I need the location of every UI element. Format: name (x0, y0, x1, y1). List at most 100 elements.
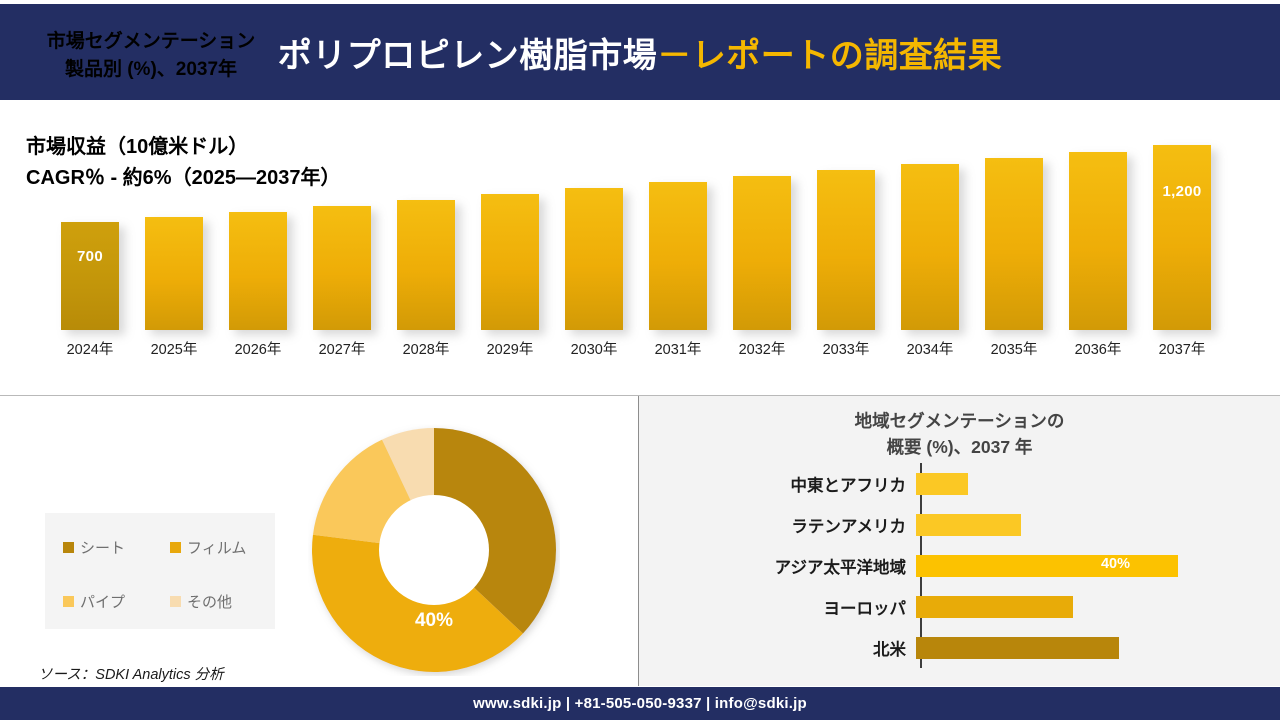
revenue-x-tick: 2024年 (66, 342, 114, 358)
revenue-x-tick: 2029年 (486, 342, 534, 358)
legend-item-label: パイプ (80, 594, 126, 611)
revenue-bar (229, 212, 287, 330)
page-footer: www.sdki.jp | +81-505-050-9337 | info@sd… (0, 687, 1280, 720)
legend-swatch-icon (170, 596, 181, 607)
revenue-bars-area: 700 1,200 (48, 130, 1238, 330)
region-plot: 中東とアフリカ ラテンアメリカアジア太平洋地域 40% ヨーロッパ北米 (642, 463, 1242, 668)
region-label: ヨーロッパ (823, 599, 907, 618)
revenue-bar-value-label: 700 (77, 248, 103, 265)
revenue-bar-value-label: 1,200 (1162, 183, 1202, 200)
legend-item: パイプ (63, 591, 125, 612)
page-header: ポリプロピレン樹脂市場－レポートの調査結果 (0, 4, 1280, 100)
revenue-bar (313, 206, 371, 330)
revenue-bar (145, 217, 203, 330)
revenue-bar (397, 200, 455, 330)
revenue-x-tick: 2032年 (738, 342, 786, 358)
revenue-bar-slot (468, 130, 552, 330)
legend-swatch-icon (63, 542, 74, 553)
legend-item: フィルム (170, 537, 246, 558)
legend-swatch-icon (170, 542, 181, 553)
region-row: 中東とアフリカ (642, 463, 1242, 504)
donut-slice (434, 428, 556, 634)
revenue-bar (1069, 152, 1127, 330)
revenue-bar (817, 170, 875, 330)
segmentation-title-line-2: 製品別 (%)、2037年 (64, 58, 238, 80)
page-title-accent: －レポートの調査結果 (657, 36, 1003, 75)
revenue-x-tick: 2035年 (990, 342, 1038, 358)
donut-hole (379, 495, 489, 605)
revenue-bar-slot: 700 (48, 130, 132, 330)
revenue-bar-slot (1056, 130, 1140, 330)
revenue-caption-line-2: CAGR％ - 約6%（2025―2037年） (26, 167, 341, 189)
segmentation-legend: シート フィルムパイプ その他 (45, 513, 275, 629)
donut-slice (312, 534, 523, 672)
revenue-bar-slot (804, 130, 888, 330)
region-label: アジア太平洋地域 (774, 558, 906, 577)
legend-item-label: その他 (187, 594, 233, 611)
region-bar (916, 636, 1119, 659)
revenue-bar: 1,200 (1153, 145, 1211, 330)
region-bar (916, 472, 968, 495)
revenue-bar: 700 (61, 222, 119, 330)
region-label: 北米 (873, 640, 906, 659)
revenue-bar-slot (300, 130, 384, 330)
legend-item-label: シート (80, 540, 126, 557)
segmentation-donut-chart: 40% (308, 424, 560, 676)
revenue-bar-slot (720, 130, 804, 330)
region-bar: 40% (916, 554, 1178, 577)
page-title-main: ポリプロピレン樹脂市場 (277, 36, 658, 75)
revenue-bar-slot (636, 130, 720, 330)
revenue-x-tick: 2030年 (570, 342, 618, 358)
region-bar (916, 513, 1021, 536)
legend-item-label: フィルム (187, 540, 247, 557)
region-row: 北米 (642, 627, 1242, 668)
revenue-bar (481, 194, 539, 330)
revenue-x-tick: 2036年 (1074, 342, 1122, 358)
revenue-x-tick: 2037年 (1158, 342, 1206, 358)
region-row: ヨーロッパ (642, 586, 1242, 627)
revenue-chart-caption: 市場収益（10億米ドル） CAGR％ - 約6%（2025―2037年） (26, 132, 341, 194)
revenue-x-axis-labels: 2024年 2025年 2026年 2027年 2028年 2029年 2030年 2031年… (48, 338, 1238, 362)
revenue-bar (985, 158, 1043, 330)
segmentation-title: 市場セグメンテーション 製品別 (%)、2037年 (16, 28, 286, 83)
revenue-bar-slot (384, 130, 468, 330)
donut-svg (312, 428, 556, 672)
region-title-line-1: 地域セグメンテーションの (854, 411, 1065, 431)
donut-slice-group (312, 428, 556, 672)
revenue-bar-slot (132, 130, 216, 330)
legend-item: シート (63, 537, 125, 558)
revenue-bar-slot (216, 130, 300, 330)
revenue-x-tick: 2031年 (654, 342, 702, 358)
revenue-bar-slot (888, 130, 972, 330)
region-row: アジア太平洋地域 40% (642, 545, 1242, 586)
revenue-x-tick: 2026年 (234, 342, 282, 358)
revenue-x-tick: 2034年 (906, 342, 954, 358)
revenue-bar (733, 176, 791, 330)
region-bar (916, 595, 1073, 618)
source-note: ソース：SDKI Analytics 分析 (38, 667, 224, 683)
segmentation-title-line-1: 市場セグメンテーション (46, 31, 256, 52)
revenue-caption-line-1: 市場収益（10億米ドル） (26, 136, 249, 158)
region-label: ラテンアメリカ (791, 517, 906, 536)
revenue-bar (901, 164, 959, 330)
legend-swatch-icon (63, 596, 74, 607)
region-row: ラテンアメリカ (642, 504, 1242, 545)
revenue-bar-slot (972, 130, 1056, 330)
region-title: 地域セグメンテーションの 概要 (%)、2037 年 (639, 408, 1280, 461)
revenue-bar (649, 182, 707, 330)
revenue-bar-slot (552, 130, 636, 330)
region-title-line-2: 概要 (%)、2037 年 (886, 437, 1033, 458)
revenue-x-tick: 2025年 (150, 342, 198, 358)
revenue-x-tick: 2028年 (402, 342, 450, 358)
legend-item: その他 (170, 591, 232, 612)
footer-contact: www.sdki.jp | +81-505-050-9337 | info@sd… (473, 695, 807, 712)
revenue-bar-slot: 1,200 (1140, 130, 1224, 330)
revenue-bar (565, 188, 623, 330)
region-label: 中東とアフリカ (790, 476, 907, 495)
page-title: ポリプロピレン樹脂市場－レポートの調査結果 (278, 28, 1003, 77)
region-bar-value-label: 40% (1100, 555, 1130, 572)
revenue-x-tick: 2033年 (822, 342, 870, 358)
donut-value-label: 40% (414, 610, 454, 631)
revenue-chart-panel: 市場収益（10億米ドル） CAGR％ - 約6%（2025―2037年） 700… (0, 100, 1280, 396)
revenue-x-tick: 2027年 (318, 342, 366, 358)
